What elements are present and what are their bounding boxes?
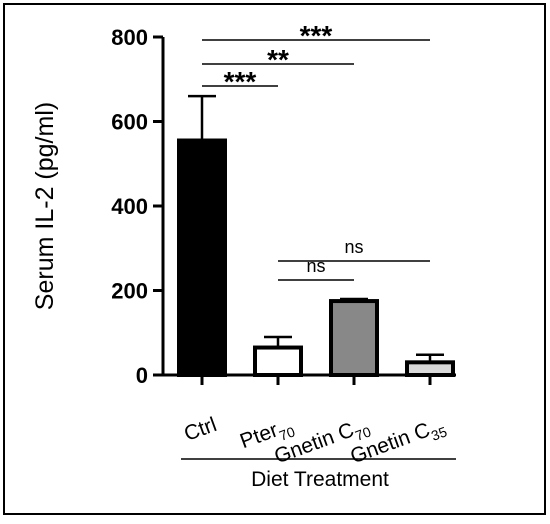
y-tick-label: 200: [111, 279, 148, 304]
figure-border: [3, 3, 546, 515]
significance-label: ns: [344, 237, 363, 257]
x-tick-label-subscript: 35: [429, 423, 449, 443]
significance-label: **: [267, 44, 289, 75]
significance-label: ns: [306, 256, 325, 276]
bar: [329, 299, 379, 377]
x-axis-label: Diet Treatment: [251, 468, 389, 491]
significance-label: ***: [224, 66, 257, 97]
y-axis-label: Serum IL-2 (pg/ml): [31, 102, 59, 310]
y-tick-label: 600: [111, 110, 148, 135]
y-tick-label: 400: [111, 194, 148, 219]
x-tick-label-subscript: 70: [353, 423, 373, 443]
y-tick-label: 0: [136, 363, 148, 388]
x-tick-label-subscript: 70: [277, 423, 297, 443]
y-tick-label: 800: [111, 25, 148, 50]
bar: [405, 360, 455, 378]
significance-label: ***: [300, 20, 333, 51]
bar: [253, 345, 303, 378]
bar: [177, 138, 227, 377]
